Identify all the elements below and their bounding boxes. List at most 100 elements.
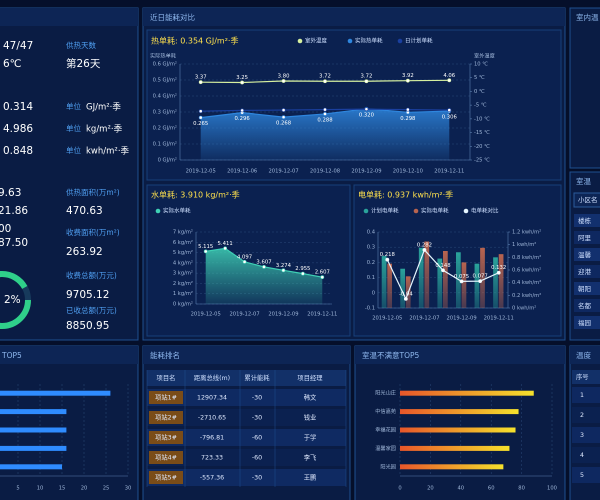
y-tick-label: 0.1 [367, 275, 375, 281]
unit: kwh/m²·季 [86, 146, 130, 157]
point [242, 259, 247, 264]
list-item: 福园 [578, 318, 591, 327]
data-label: 0.148 [435, 263, 451, 269]
point [320, 275, 325, 280]
y2-tick-label: 1 kwh/m² [512, 242, 536, 248]
x-tick-label: 5 [16, 486, 19, 492]
data-label: 4.06 [443, 73, 455, 79]
stat-label: 收费面积(万m²) [66, 227, 120, 237]
filter-box[interactable] [573, 192, 600, 208]
x-tick-label: 2019-12-08 [310, 169, 340, 175]
filter-label[interactable]: 小区名 [578, 195, 598, 204]
table-cell: 项站4# [155, 453, 177, 462]
table-cell: -30 [252, 475, 262, 482]
data-label: 0.268 [276, 121, 292, 127]
bar [400, 427, 516, 433]
list-row [574, 265, 600, 278]
point [262, 264, 266, 269]
x-tick-label: 2019-12-07 [409, 316, 439, 322]
point [198, 115, 203, 120]
point [447, 78, 452, 83]
y-tick-label: 7 kg/m² [173, 230, 193, 236]
y-tick-label: 0.4 GJ/m² [153, 94, 177, 100]
point [281, 268, 286, 273]
table-header: 距离总线(m) [194, 373, 230, 382]
x-tick-label: 2019-12-09 [268, 312, 298, 318]
legend-swatch [363, 208, 369, 214]
table-cell: 5 [580, 472, 584, 479]
bar [0, 464, 62, 470]
point [405, 107, 410, 112]
point [323, 112, 327, 116]
x-tick-label: 100 [547, 486, 557, 492]
legend-label: 室外温度 [305, 37, 328, 45]
x-tick-label: 2019-12-07 [229, 312, 259, 318]
overview-value: 47/47 [3, 40, 33, 52]
data-label: 0.132 [491, 265, 506, 271]
table-cell: 项站5# [155, 473, 177, 482]
data-label: 3.72 [319, 74, 331, 80]
y2-tick-label: -20 ℃ [474, 144, 490, 150]
table-header: 项目经理 [297, 373, 323, 382]
y-tick-label: 0.5 GJ/m² [153, 78, 177, 84]
point [441, 268, 445, 273]
y2-tick-label: 10 ℃ [474, 62, 488, 68]
y-tick-label: 0 [372, 290, 375, 296]
table-row [572, 447, 600, 463]
legend-swatch [297, 38, 303, 44]
panel-title: 能耗排名 [150, 350, 180, 360]
table-row [572, 387, 600, 403]
chart-title: 热单耗: 0.354 GJ/m²·季 [151, 36, 238, 46]
list-row [574, 231, 600, 244]
y2-tick-label: 0.8 kwh/m² [512, 255, 541, 261]
unit: GJ/m²·季 [86, 102, 121, 113]
stat-value: 263.92 [66, 246, 103, 258]
y-tick-label: 0.2 GJ/m² [153, 126, 177, 132]
table-cell: 钱业 [304, 413, 317, 422]
stat-value: 9705.12 [66, 289, 109, 301]
panel-title: TOP5 [1, 351, 22, 360]
y2-tick-label: 0.4 kwh/m² [512, 280, 541, 286]
y-tick-label: 0.3 [367, 245, 375, 251]
data-label: 4.097 [237, 254, 252, 260]
legend-swatch [347, 38, 353, 44]
table-cell: -60 [252, 435, 262, 442]
table-cell: 项站3# [155, 433, 177, 442]
data-label: 3.72 [361, 74, 373, 80]
table-row [572, 467, 600, 483]
x-tick-label: 20 [427, 486, 434, 492]
row-tag [149, 411, 183, 424]
x-tick-label: 2019-12-05 [191, 312, 221, 318]
bar [400, 445, 510, 451]
x-tick-label: 2019-12-06 [227, 169, 257, 175]
bar [443, 251, 448, 308]
y-tick-label: 阳光山庄 [375, 389, 396, 397]
point [364, 79, 369, 84]
point [203, 249, 208, 254]
table-cell: -2710.65 [198, 415, 226, 422]
stat-value: 8850.95 [66, 320, 109, 332]
panel-title: 室温 [576, 176, 591, 186]
bar [493, 257, 498, 308]
row-tag [149, 471, 183, 484]
x-tick-label: 2019-12-11 [484, 316, 514, 322]
bar [480, 247, 485, 308]
y2-tick-label: -10 ℃ [474, 116, 490, 122]
overview-value: 21.86 [0, 205, 28, 217]
panel-title: 近日能耗对比 [150, 12, 195, 22]
gauge-ring [0, 271, 31, 329]
x-tick-label: 80 [518, 486, 525, 492]
data-label: 0.265 [193, 121, 208, 127]
data-label: 5.411 [218, 241, 233, 247]
y-tick-label: 阳光园 [380, 462, 396, 470]
table-cell: -796.81 [200, 435, 224, 442]
data-label: 0.077 [473, 274, 488, 280]
point [364, 107, 369, 112]
x-tick-label: 0 [398, 486, 401, 492]
data-label: 5.115 [198, 244, 213, 250]
y-tick-label: 0.4 [367, 230, 376, 236]
table-cell: 李飞 [304, 453, 317, 462]
point [422, 248, 427, 252]
overview-value: 0.314 [3, 101, 33, 113]
table-row [147, 449, 346, 466]
